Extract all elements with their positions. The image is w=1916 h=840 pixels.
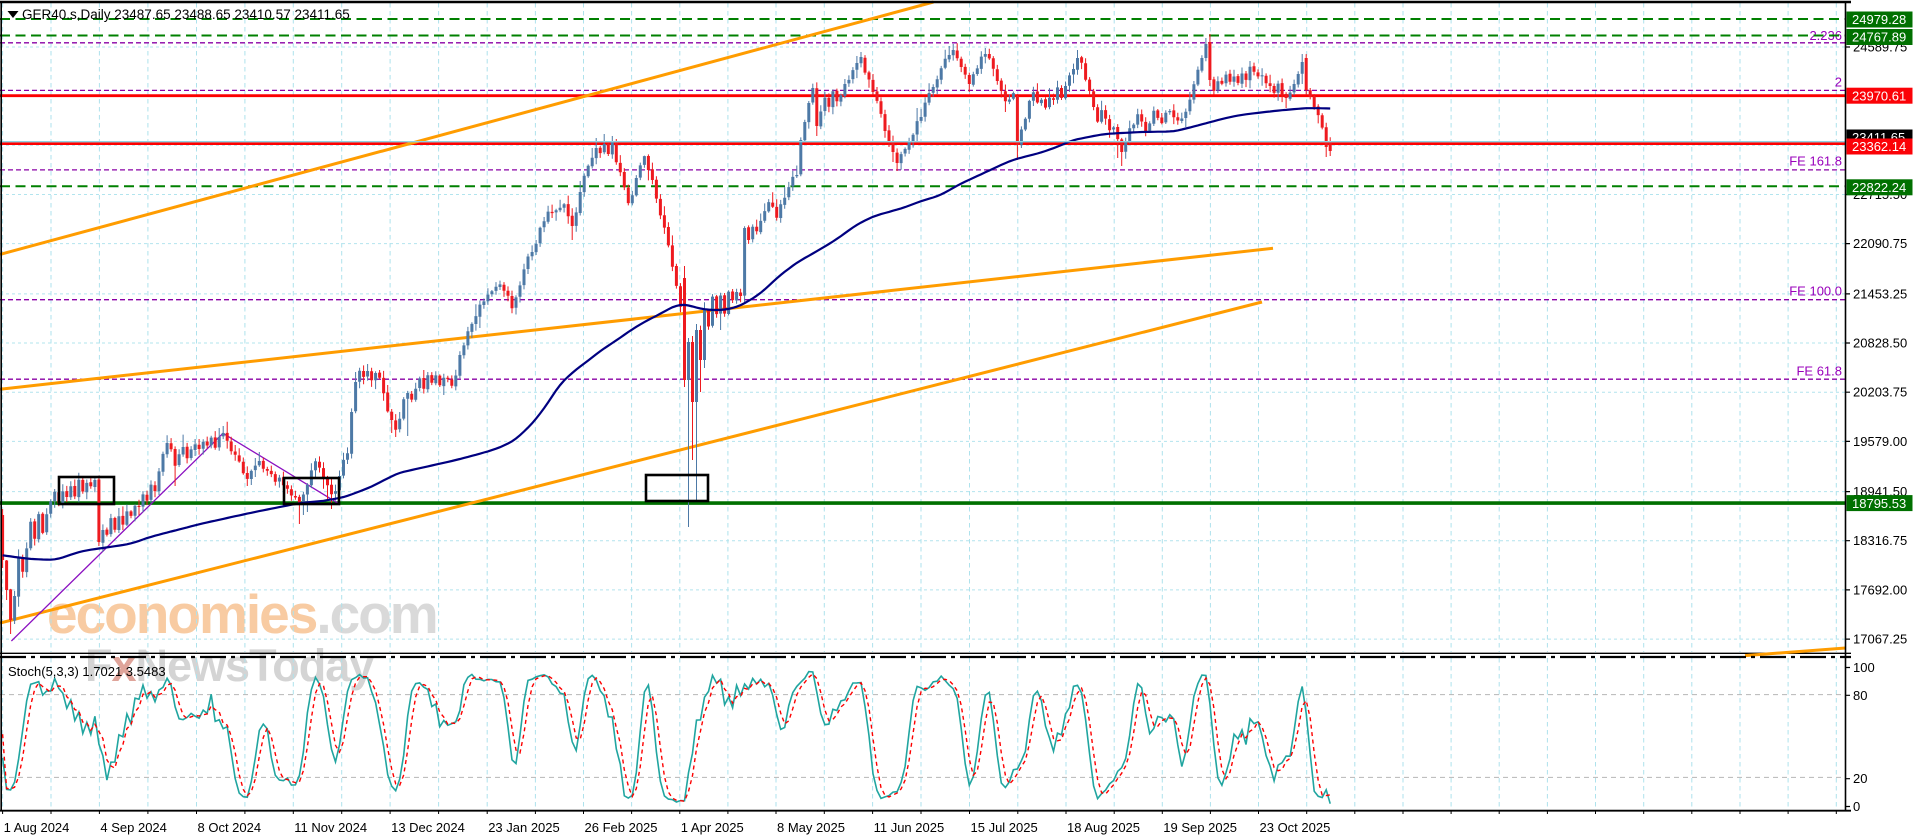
svg-text:4 Sep 2024: 4 Sep 2024 bbox=[100, 820, 167, 835]
svg-text:FE 100.0: FE 100.0 bbox=[1789, 284, 1842, 299]
svg-text:20203.75: 20203.75 bbox=[1853, 385, 1907, 400]
svg-text:21453.25: 21453.25 bbox=[1853, 286, 1907, 301]
svg-text:FE 161.8: FE 161.8 bbox=[1789, 154, 1842, 169]
svg-text:17692.00: 17692.00 bbox=[1853, 582, 1907, 597]
svg-text:20: 20 bbox=[1853, 771, 1867, 786]
svg-text:0: 0 bbox=[1853, 799, 1860, 814]
svg-text:19579.00: 19579.00 bbox=[1853, 434, 1907, 449]
svg-text:13 Dec 2024: 13 Dec 2024 bbox=[391, 820, 465, 835]
svg-text:18316.75: 18316.75 bbox=[1853, 533, 1907, 548]
svg-text:FxNewsToday: FxNewsToday bbox=[85, 640, 374, 691]
svg-text:11 Jun 2025: 11 Jun 2025 bbox=[874, 820, 945, 835]
svg-text:2.236: 2.236 bbox=[1809, 28, 1842, 43]
svg-text:19 Sep 2025: 19 Sep 2025 bbox=[1163, 820, 1237, 835]
svg-text:100: 100 bbox=[1853, 660, 1875, 675]
svg-text:24767.89: 24767.89 bbox=[1852, 30, 1906, 45]
svg-text:18795.53: 18795.53 bbox=[1852, 496, 1906, 511]
svg-text:15 Jul 2025: 15 Jul 2025 bbox=[971, 820, 1038, 835]
svg-text:24979.28: 24979.28 bbox=[1852, 12, 1906, 27]
svg-text:22822.24: 22822.24 bbox=[1852, 180, 1906, 195]
svg-text:80: 80 bbox=[1853, 688, 1867, 703]
svg-text:18 Aug 2025: 18 Aug 2025 bbox=[1067, 820, 1140, 835]
svg-text:26 Feb 2025: 26 Feb 2025 bbox=[585, 820, 658, 835]
svg-text:economies.com: economies.com bbox=[47, 583, 437, 645]
svg-text:23362.14: 23362.14 bbox=[1852, 139, 1906, 154]
svg-text:8 Oct 2024: 8 Oct 2024 bbox=[198, 820, 262, 835]
svg-text:1 Apr 2025: 1 Apr 2025 bbox=[681, 820, 744, 835]
svg-text:8 May 2025: 8 May 2025 bbox=[777, 820, 845, 835]
svg-text:17067.25: 17067.25 bbox=[1853, 632, 1907, 647]
svg-text:2: 2 bbox=[1835, 75, 1842, 90]
svg-text:FE 61.8: FE 61.8 bbox=[1796, 363, 1842, 378]
svg-text:22090.75: 22090.75 bbox=[1853, 236, 1907, 251]
svg-text:23 Oct 2025: 23 Oct 2025 bbox=[1260, 820, 1331, 835]
svg-text:Stoch(5,3,3) 1.7021 3.5483: Stoch(5,3,3) 1.7021 3.5483 bbox=[8, 664, 166, 679]
svg-text:11 Nov 2024: 11 Nov 2024 bbox=[294, 820, 367, 835]
svg-text:20828.50: 20828.50 bbox=[1853, 336, 1907, 351]
svg-text:GER40.s,Daily 23487.65 23488.: GER40.s,Daily 23487.65 23488.65 23410.57… bbox=[22, 7, 350, 22]
svg-text:23 Jan 2025: 23 Jan 2025 bbox=[488, 820, 560, 835]
svg-text:1 Aug 2024: 1 Aug 2024 bbox=[4, 820, 70, 835]
svg-text:23970.61: 23970.61 bbox=[1852, 88, 1906, 103]
